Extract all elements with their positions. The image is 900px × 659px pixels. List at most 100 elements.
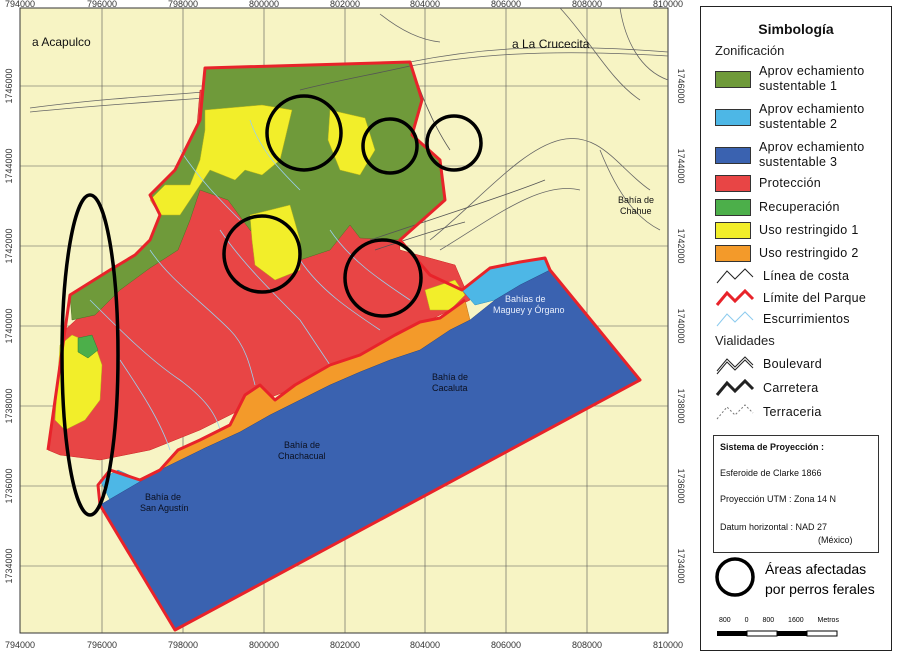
y-tick-label: 1740000 [676,308,686,343]
x-tick-label: 808000 [572,0,602,9]
scale-bar-graphic [717,630,838,637]
zone-label-line1: Aprov echamiento [759,140,865,154]
y-tick-label: 1744000 [676,148,686,183]
zone-swatch [715,222,751,239]
x-tick-label: 806000 [491,640,521,650]
zone-label-line2: sustentable 1 [759,79,838,93]
legend-zone-item: Uso restringido 2 [715,245,859,262]
dirt-road-icon [716,404,754,420]
scale-label: 800 [719,617,731,624]
affected-area-5 [222,214,302,294]
scale-label: 0 [744,617,749,624]
x-tick-label: 806000 [491,0,521,9]
zone-label-line2: sustentable 3 [759,155,838,169]
stream-icon [716,311,754,327]
x-tick-label: 810000 [653,640,683,650]
scale-label: Metros [817,617,839,624]
x-tick-label: 802000 [330,640,360,650]
boulevard-icon [716,356,754,375]
legend-zone-item: Uso restringido 1 [715,222,859,239]
zone-swatch [715,70,751,88]
legend-zonificacion: Zonificación [715,43,785,58]
y-tick-label: 1734000 [4,548,14,583]
y-tick-label: 1734000 [676,548,686,583]
y-tick-label: 1746000 [4,68,14,103]
projection-utm: Proyección UTM : Zona 14 N [720,494,837,504]
zone-label: Uso restringido 1 [759,223,859,237]
affected-areas-legend: Áreas afectadas por perros ferales [713,555,883,607]
zone-label-line1: Aprov echamiento [759,64,865,78]
label-sanagustin-2: San Agustín [140,503,189,513]
x-tick-label: 804000 [410,0,440,9]
label-acapulco: a Acapulco [32,35,91,49]
y-tick-label: 1742000 [4,228,14,263]
y-tick-label: 1738000 [4,388,14,423]
projection-datum: Datum horizontal : NAD 27 [720,522,828,532]
label-cacaluta-1: Bahía de [432,372,468,382]
x-tick-label: 800000 [249,640,279,650]
legend-panel: Simbología Zonificación Aprov echamiento… [700,6,892,651]
label-chachacual-2: Chachacual [278,451,326,461]
y-tick-label: 1738000 [676,388,686,423]
zone-label-line1: Aprov echamiento [759,102,865,116]
projection-esferoide: Esferoide de Clarke 1866 [720,468,822,478]
legend-zone-item: Aprov echamiento sustentable 1 [715,64,865,94]
legend-boulevard-item: Boulevard [715,353,822,375]
affected-area-4 [425,114,483,172]
boulevard-label: Boulevard [763,356,822,371]
coastline-icon [716,268,754,284]
label-chachacual-1: Bahía de [284,440,320,450]
affected-area-2 [265,94,343,172]
zone-swatch [715,175,751,192]
projection-box: Sistema de Proyección : Esferoide de Cla… [713,435,879,553]
park-boundary-icon [715,288,755,306]
x-tick-label: 804000 [410,640,440,650]
projection-mexico: (México) [818,535,853,545]
affected-line2: por perros ferales [765,581,875,597]
y-tick-label: 1736000 [4,468,14,503]
projection-title: Sistema de Proyección : [720,442,825,452]
limite-label: Límite del Parque [763,290,867,305]
y-tick-label: 1740000 [4,308,14,343]
legend-zone-item: Protección [715,175,821,192]
legend-title: Simbología [758,21,834,37]
x-tick-label: 794000 [5,640,35,650]
escurrimientos-label: Escurrimientos [763,311,850,326]
zone-swatch [715,245,751,262]
y-ticks-left: 1746000 1744000 1742000 1740000 1738000 17360… [4,68,14,583]
x-ticks-top: 794000 796000 798000 800000 802000 804000 8060… [5,0,683,9]
park-zoning-map: a Acapulco a La Crucecita Bahía de Chahu… [4,0,686,650]
escurrimientos [89,119,411,451]
affected-areas [60,94,483,517]
x-tick-label: 796000 [87,640,117,650]
legend-zone-item: Recuperación [715,199,840,216]
legend-carretera-item: Carretera [715,377,819,399]
zone-swatch [715,146,751,164]
label-maguey-2: Maguey y Órgano [493,305,565,315]
label-chahue-1: Bahía de [618,195,654,205]
x-tick-label: 810000 [653,0,683,9]
x-tick-label: 808000 [572,640,602,650]
legend-limite-item: Límite del Parque [715,287,866,309]
zone-swatch [715,199,751,216]
zone-label: Uso restringido 2 [759,246,859,260]
label-chahue-2: Chahue [620,206,652,216]
zone-label: Recuperación [759,200,840,214]
legend-zone-item: Aprov echamiento sustentable 3 [715,140,865,170]
scale-label: 800 [762,617,775,624]
x-tick-label: 798000 [168,640,198,650]
legend-vialidades: Vialidades [715,333,775,348]
y-tick-label: 1744000 [4,148,14,183]
x-tick-label: 802000 [330,0,360,9]
affected-area-icon [715,557,755,597]
outer-roads [29,7,669,251]
affected-area-1 [60,193,120,517]
highway-icon [715,378,755,396]
legend-terraceria-item: Terraceria [715,401,822,423]
label-sanagustin-1: Bahía de [145,492,181,502]
x-tick-label: 794000 [5,0,35,9]
legend-costa-item: Línea de costa [715,265,849,287]
costa-label: Línea de costa [763,268,850,283]
zone-label-line2: sustentable 2 [759,117,838,131]
zone-recuperacion [77,334,99,359]
